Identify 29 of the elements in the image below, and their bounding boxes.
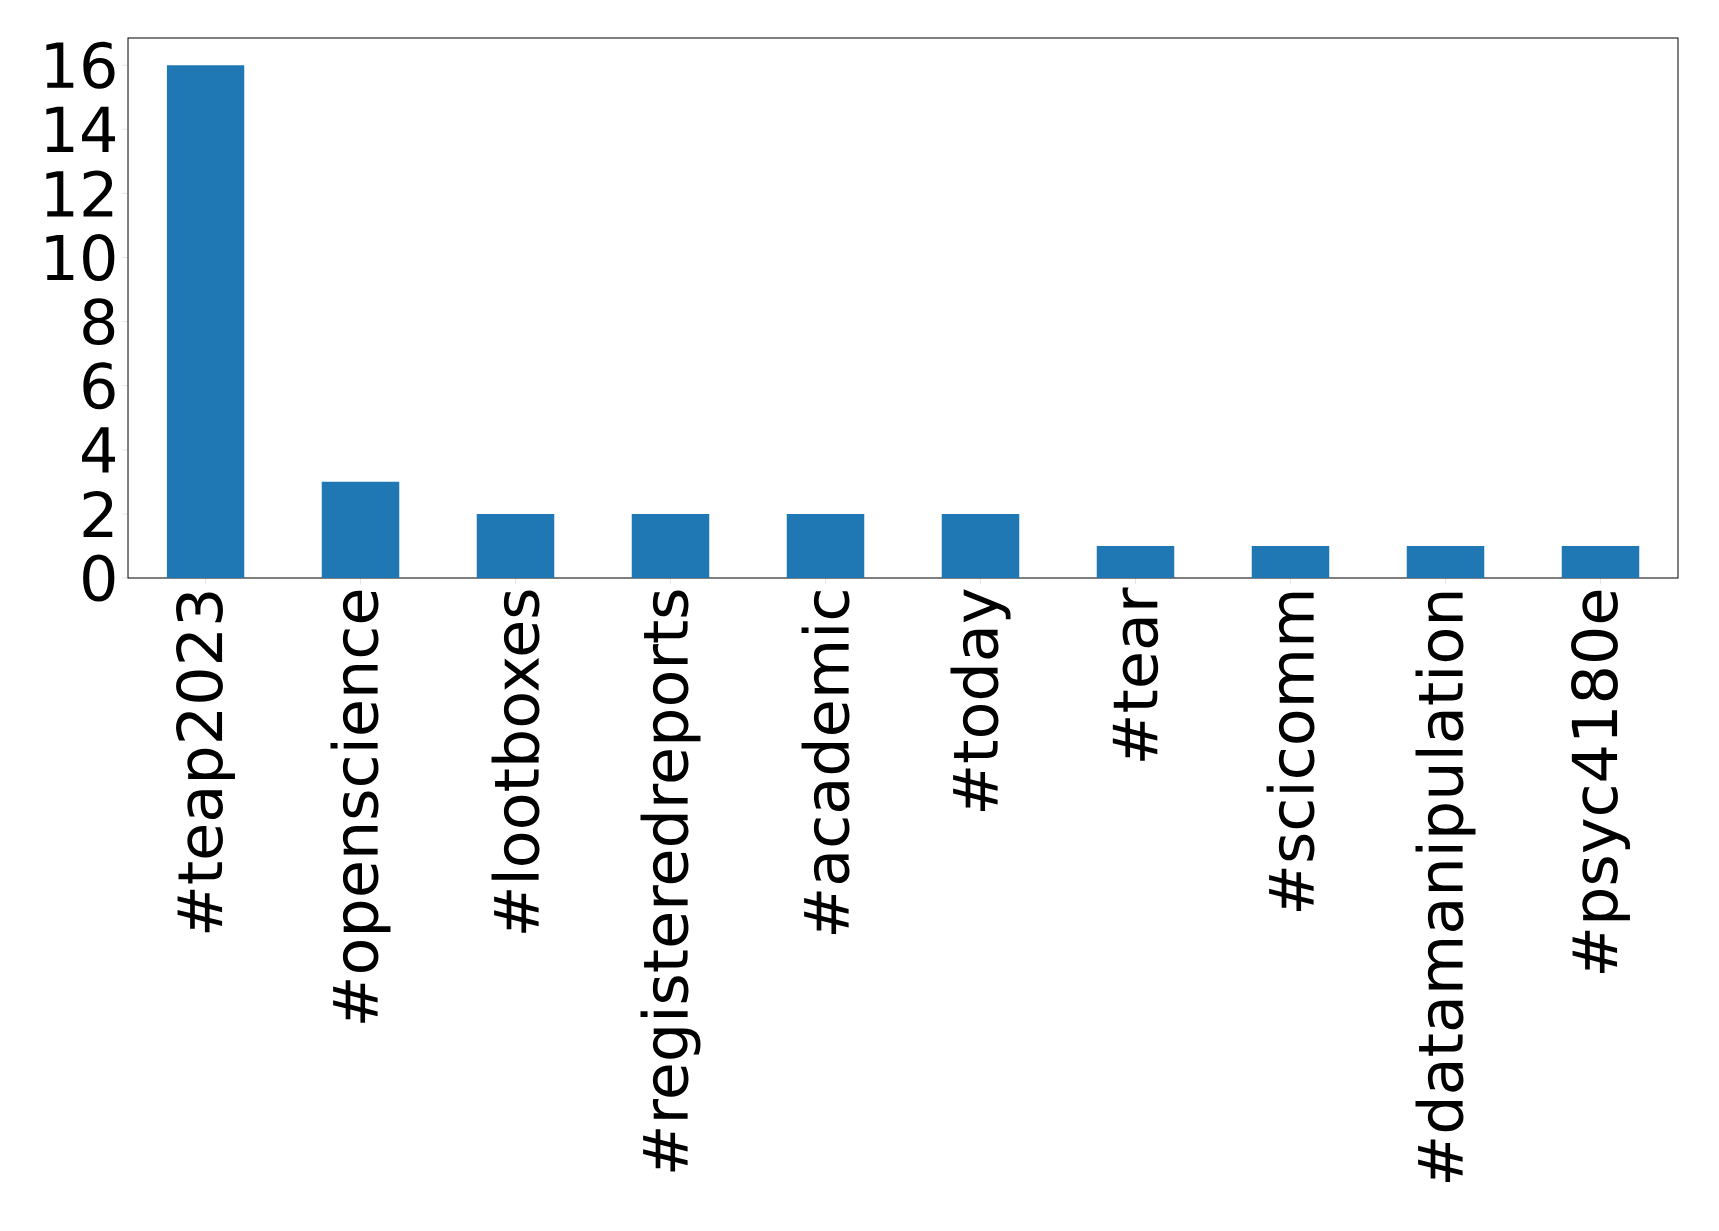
y-tick-label: 12 bbox=[46, 170, 113, 217]
y-tick-label: 16 bbox=[46, 41, 115, 89]
x-tick-label: #teap2023 bbox=[176, 592, 235, 933]
y-tick-label: 10 bbox=[46, 234, 115, 281]
bar bbox=[1406, 545, 1485, 578]
bar bbox=[786, 513, 865, 578]
y-tick-label: 8 bbox=[83, 298, 115, 346]
x-tick-label: #registeredreports bbox=[640, 590, 701, 1172]
y-tick-label: 0 bbox=[83, 554, 115, 602]
x-tick-label: #datamanipulation bbox=[1415, 592, 1476, 1182]
bar bbox=[1096, 545, 1175, 578]
bar bbox=[166, 65, 245, 578]
x-tick-label: #psyc4180e bbox=[1571, 590, 1630, 974]
bar bbox=[941, 513, 1020, 578]
x-tick-label: #lootboxes bbox=[491, 590, 540, 933]
y-tick-label: 14 bbox=[46, 106, 115, 152]
bar bbox=[321, 481, 400, 578]
y-tick-label: 4 bbox=[82, 427, 115, 473]
y-tick-label: 6 bbox=[83, 362, 115, 410]
x-tick-label: #today bbox=[950, 589, 1011, 811]
x-tick-label: #tear bbox=[1112, 587, 1159, 761]
x-tick-label: #scicomm bbox=[1266, 592, 1315, 912]
bar bbox=[1251, 545, 1330, 578]
y-tick-label: 2 bbox=[83, 490, 113, 537]
bar bbox=[631, 513, 710, 578]
bar bbox=[476, 513, 555, 578]
x-tick-label: #academic bbox=[801, 591, 850, 934]
bar bbox=[1561, 545, 1640, 578]
x-tick-label: #openscience bbox=[330, 590, 391, 1023]
